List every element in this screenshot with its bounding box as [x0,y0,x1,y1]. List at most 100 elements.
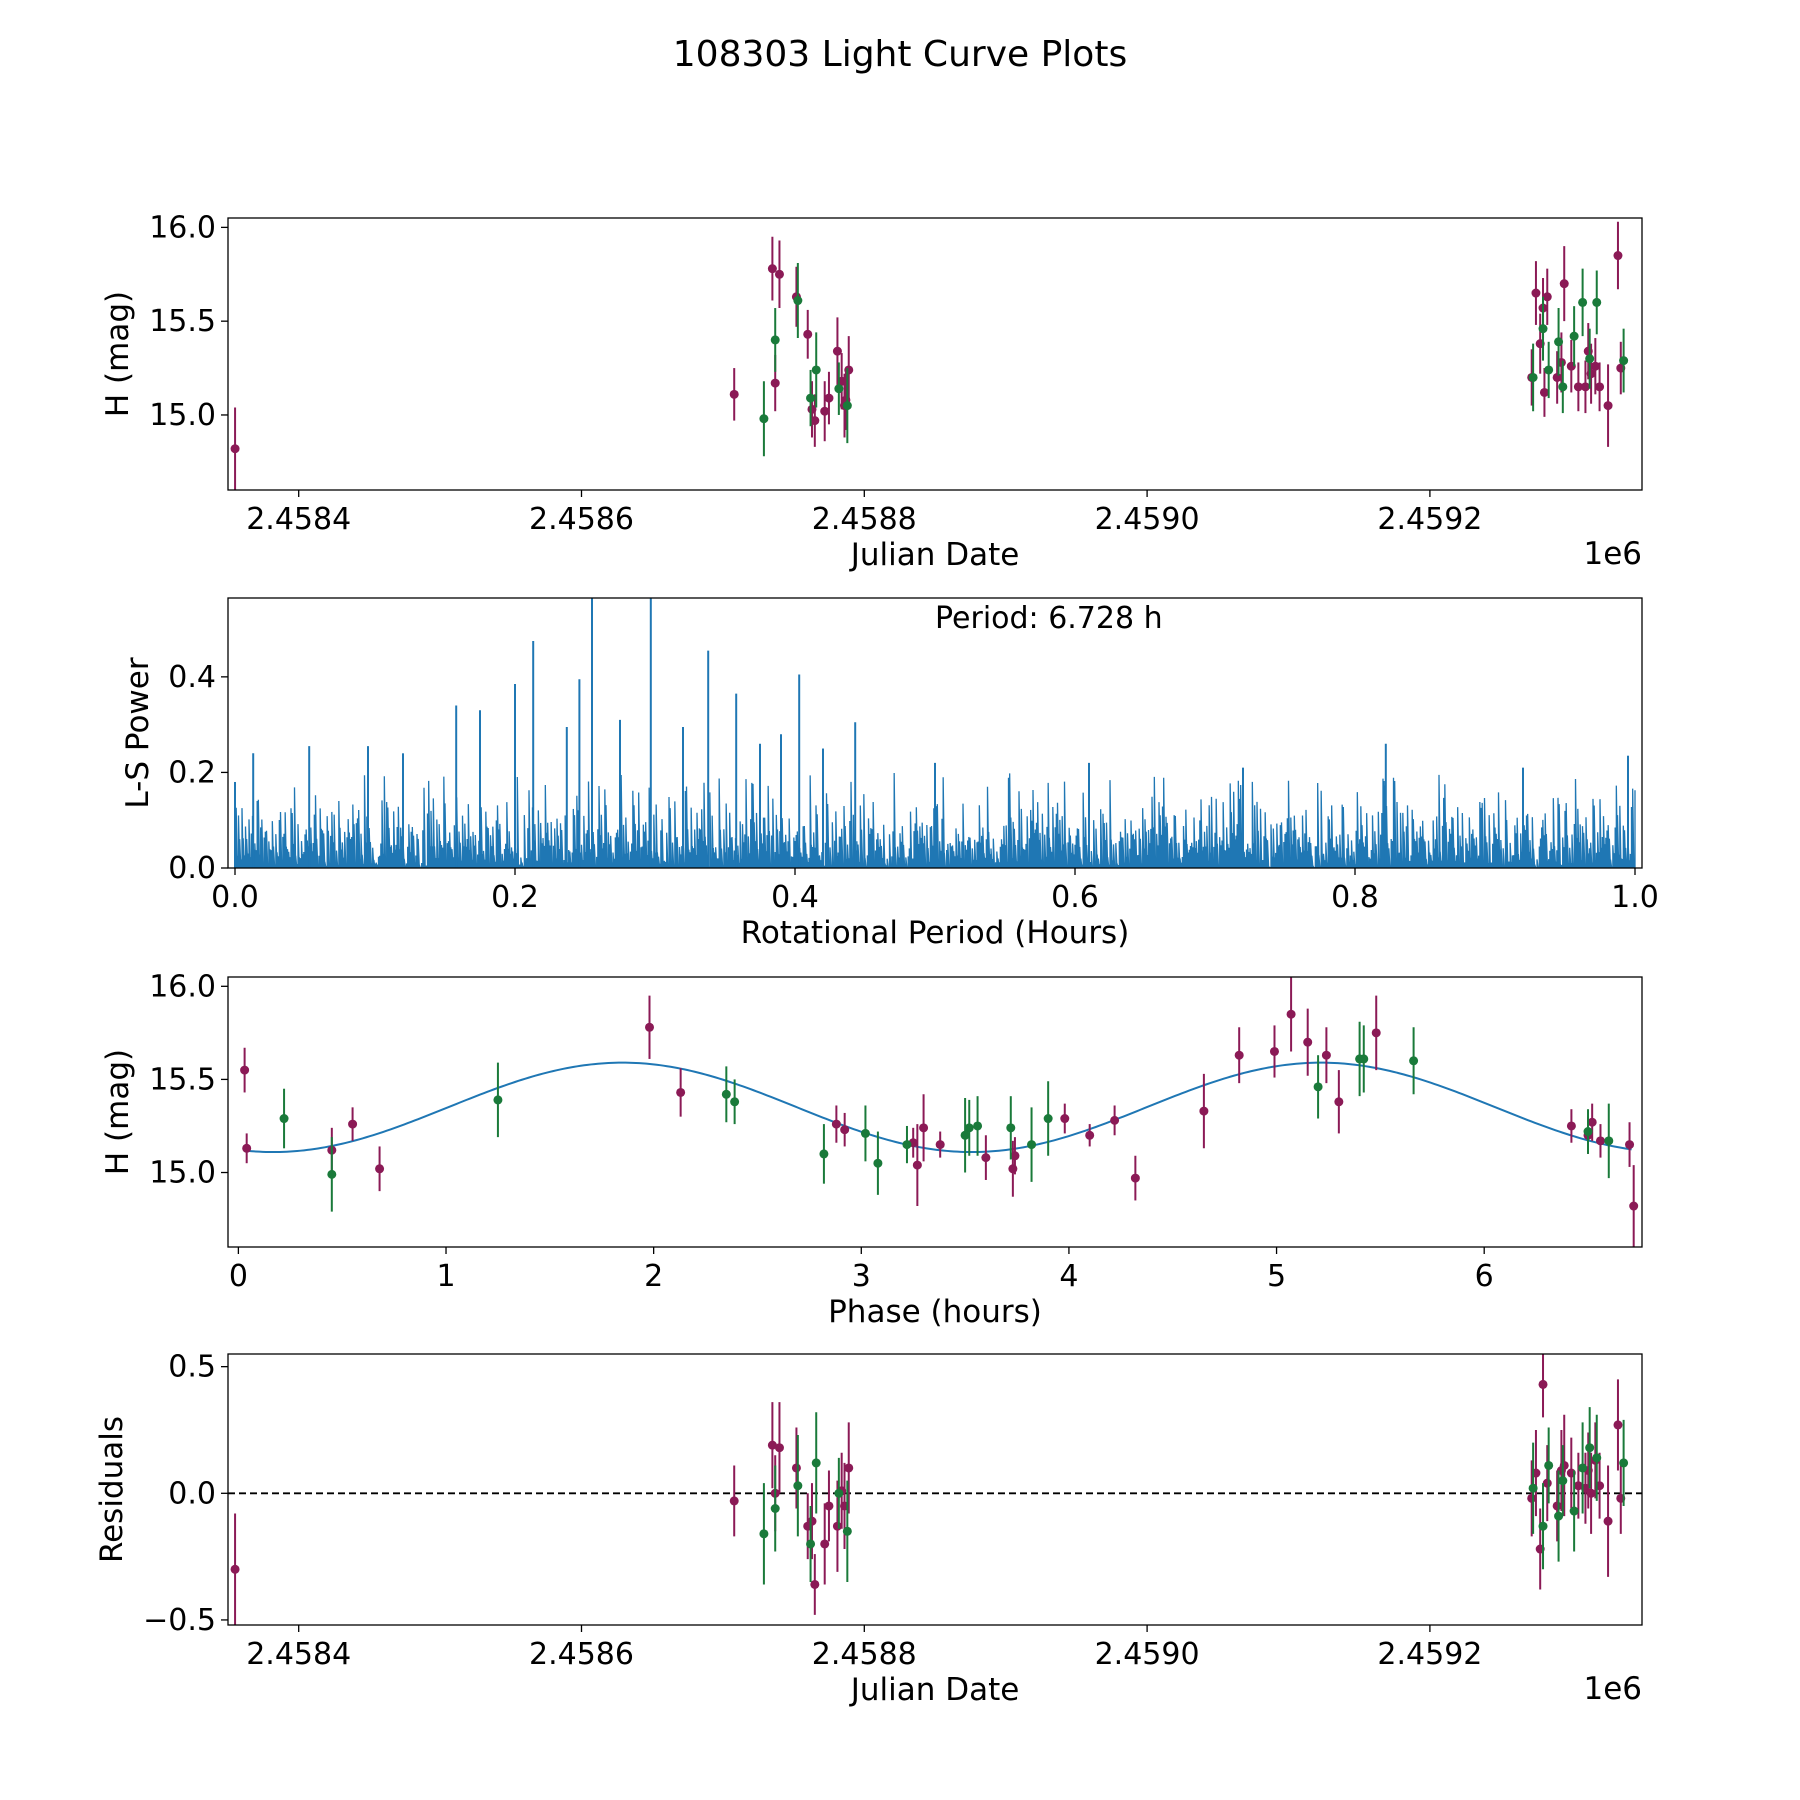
series_b-point [1538,324,1548,334]
series_a-point [1586,1488,1596,1498]
x-tick-label: 0.6 [1051,880,1099,915]
series_a-point [824,393,834,403]
series_b-point [279,1114,289,1124]
phased-frame [227,976,1643,1248]
series_b-point [811,1458,821,1468]
series_a-point [770,378,780,388]
x-tick-label: 5 [1267,1259,1286,1294]
series_a-point [1580,382,1590,392]
series_a-point [1595,1136,1605,1146]
series_b-point [1359,1054,1369,1064]
series_a-point [1603,401,1613,411]
x-tick-label: 4 [1059,1259,1078,1294]
series_a-point [645,1022,655,1032]
series_a-point [729,1496,739,1506]
series_a-point [1008,1164,1018,1174]
series_b-point [327,1169,337,1179]
series_a-point [1566,1121,1576,1131]
series_b-point [873,1158,883,1168]
series_b-point [973,1121,983,1131]
series_a-point [767,264,777,274]
series_b-point [964,1123,974,1133]
series_a-point [844,365,854,375]
series_a-point [831,1119,841,1129]
series_a-point [832,1521,842,1531]
series_b-point [842,1526,852,1536]
x-tick-label: 2 [644,1259,663,1294]
series_b-point [1554,337,1564,347]
series_a-point [1539,387,1549,397]
series_a-point [1085,1130,1095,1140]
series_a-point [774,269,784,279]
series_b-point [806,393,816,403]
residuals-panel: 2.4584 2.4586 2.4588 2.4590 2.4592 −0.5 0.0 0.5… [94,1350,1643,1708]
series_a-point [1587,1117,1597,1127]
series_b-point [1544,365,1554,375]
series_b-point [1528,1483,1538,1493]
series_a-point [1559,279,1569,289]
series_b-point [1006,1123,1016,1133]
series_b-point [811,365,821,375]
series_b-point [1578,297,1588,307]
series_b-point [1604,1136,1614,1146]
series_a-point [791,1463,801,1473]
series_a-point [375,1164,385,1174]
x-tick-label: 0.8 [1331,880,1379,915]
y-tick-label: 15.0 [149,398,216,433]
series_a-point [1625,1140,1635,1150]
series_b-point [1585,354,1595,364]
y-tick-label: 0.0 [168,851,216,886]
series_b-point [1619,1458,1629,1468]
series_b-point [1583,1127,1593,1137]
series_a-point [820,1539,830,1549]
series_a-point [1371,1028,1381,1038]
periodogram-panel: Period: 6.728 h 0.0 0.2 0.4 0.6 0.8 1.0 0.0 0.2 0… [120,597,1659,951]
series_a-point [919,1123,929,1133]
y-tick-label: 16.0 [149,210,216,245]
x-tick-label: 2.4592 [1377,502,1482,537]
series_a-point [1629,1201,1639,1211]
x-axis-label: Julian Date [849,1672,1020,1708]
x-tick-label: 6 [1475,1259,1494,1294]
series_a-point [230,444,240,454]
lightcurve-frame [227,217,1643,491]
series_a-point [1573,382,1583,392]
x-tick-label: 0.0 [211,880,259,915]
series_b-point [1043,1114,1053,1124]
series_a-point [1286,1009,1296,1019]
series_b-point [1554,1511,1564,1521]
y-tick-label: 16.0 [149,969,216,1004]
series_b-point [721,1089,731,1099]
series_a-point [1552,1501,1562,1511]
series_a-point [807,1516,817,1526]
x-offset-label: 1e6 [1583,536,1642,572]
series_a-point [1595,382,1605,392]
series_b-point [1592,297,1602,307]
series_a-point [981,1153,991,1163]
series_b-point [806,1539,816,1549]
series_a-point [1060,1114,1070,1124]
series_a-point [348,1119,358,1129]
series_a-point [1010,1151,1020,1161]
series_a-point [767,1440,777,1450]
series_b-point [1538,1521,1548,1531]
series_b-point [1528,372,1538,382]
series_b-point [819,1149,829,1159]
series_b-point [730,1097,740,1107]
series_b-point [1569,331,1579,341]
x-tick-label: 2.4592 [1377,1637,1482,1672]
y-tick-label: 15.5 [149,1062,216,1097]
series_b-point [793,296,803,306]
series_a-point [1590,361,1600,371]
series_a-point [1130,1173,1140,1183]
y-axis-label: Residuals [94,1416,130,1563]
series_a-point [1573,1481,1583,1491]
x-tick-label: 2.4584 [246,502,351,537]
y-tick-label: 0.4 [168,660,216,695]
series_a-point [1303,1037,1313,1047]
series_b-point [770,335,780,345]
x-tick-label: 0.4 [771,880,819,915]
y-tick-label: 15.0 [149,1156,216,1191]
x-tick-label: 2.4586 [529,1637,634,1672]
phased-panel: 0 1 2 3 4 5 6 15.0 15.5 16.0 Phase (hours) H (mag) [100,969,1643,1330]
